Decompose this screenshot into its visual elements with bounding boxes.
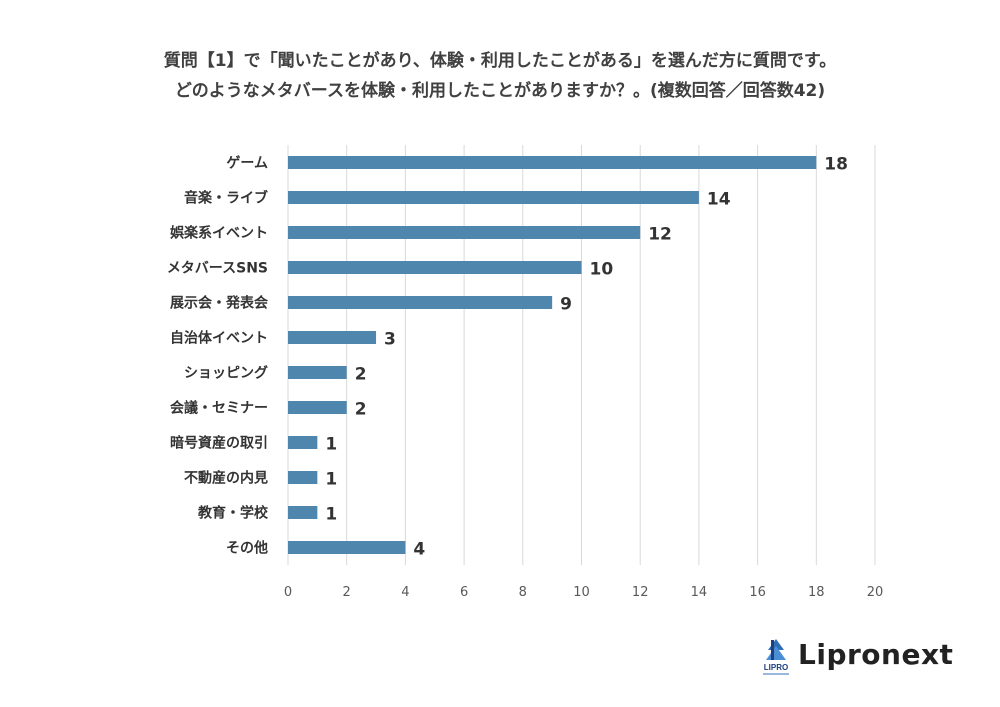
logo-wordmark: Lipronext	[798, 638, 954, 671]
category-label: ゲーム	[226, 155, 268, 172]
bar	[288, 401, 347, 414]
chart-title-line-2: どのようなメタバースを体験・利用したことがありますか？。(複数回答／回答数42)	[174, 81, 826, 101]
category-label: 会議・セミナー	[170, 400, 268, 417]
data-label: 1	[325, 435, 337, 455]
bar	[288, 226, 641, 239]
category-label: 暗号資産の取引	[170, 435, 268, 452]
chart-title-line-1: 質問【1】で「聞いたことがあり、体験・利用したことがある」を選んだ方に質問です。	[163, 51, 837, 71]
lipro-logo-icon: LIPRO	[763, 639, 789, 675]
x-tick-label: 6	[460, 585, 468, 600]
x-tick-label: 8	[519, 585, 527, 600]
x-tick-label: 2	[343, 585, 351, 600]
bar	[288, 506, 318, 519]
x-tick-label: 4	[401, 585, 409, 600]
bar	[288, 436, 318, 449]
lipronext-logo: LIPRO Lipronext	[760, 636, 960, 680]
data-label: 4	[413, 540, 425, 560]
category-label: 自治体イベント	[170, 330, 268, 347]
x-axis-tick-labels: 0 2 4 6 8 10 12 14 16 18 20	[284, 585, 883, 600]
data-label: 14	[707, 190, 731, 210]
bar	[288, 191, 699, 204]
category-label: 展示会・発表会	[170, 295, 269, 312]
data-label: 10	[590, 260, 614, 280]
data-label: 2	[355, 365, 367, 385]
category-label: 教育・学校	[198, 505, 269, 522]
data-label: 1	[325, 470, 337, 490]
bar	[288, 366, 347, 379]
x-tick-label: 18	[808, 585, 825, 600]
logo-mark-text: LIPRO	[764, 663, 788, 672]
category-label: 音楽・ライブ	[184, 190, 268, 207]
x-tick-label: 16	[749, 585, 766, 600]
x-tick-label: 20	[867, 585, 884, 600]
data-label: 2	[355, 400, 367, 420]
data-label: 18	[824, 155, 848, 175]
category-label: 娯楽系イベント	[170, 225, 268, 242]
data-label: 3	[384, 330, 396, 350]
bar	[288, 471, 318, 484]
bar	[288, 541, 406, 554]
bar	[288, 296, 553, 309]
bar	[288, 331, 377, 344]
bar	[288, 156, 817, 169]
x-tick-label: 0	[284, 585, 292, 600]
bar	[288, 261, 582, 274]
data-label: 1	[325, 505, 337, 525]
category-label: ショッピング	[184, 365, 268, 382]
grid-lines	[287, 145, 876, 565]
category-label: 不動産の内見	[184, 470, 268, 487]
x-tick-label: 14	[691, 585, 708, 600]
data-label: 9	[560, 295, 572, 315]
data-label: 12	[648, 225, 672, 245]
category-label: メタバースSNS	[167, 261, 268, 277]
category-label: その他	[226, 540, 268, 557]
bars	[288, 156, 817, 554]
x-tick-label: 12	[632, 585, 649, 600]
x-tick-label: 10	[573, 585, 590, 600]
